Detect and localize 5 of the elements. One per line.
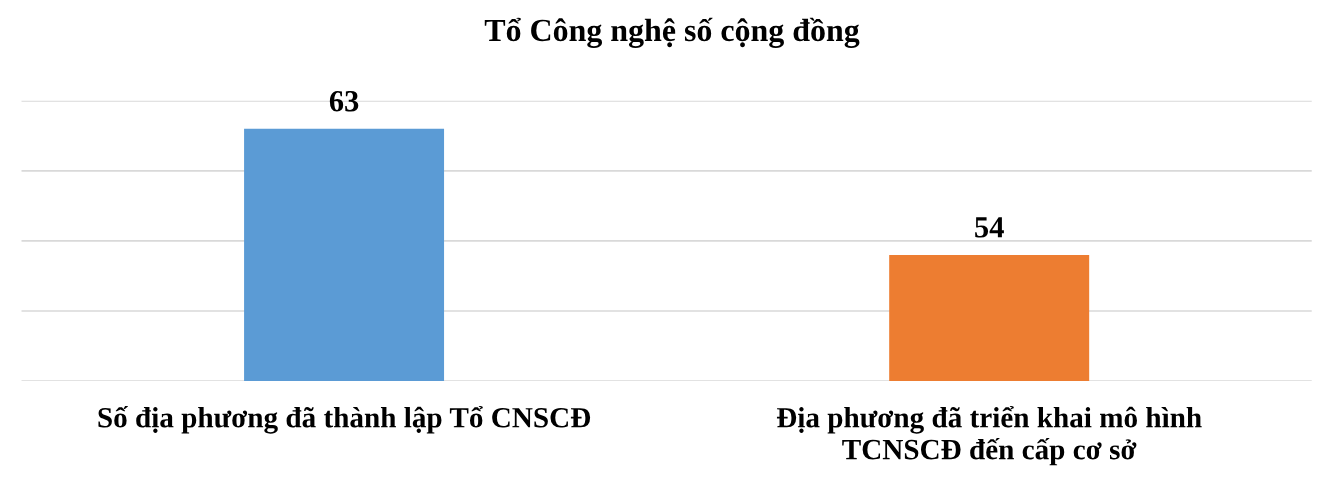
chart-title: Tổ Công nghệ số cộng đồng — [484, 17, 860, 48]
data-label: 63 — [329, 90, 359, 112]
data-label: 54 — [975, 217, 1004, 238]
x-tick-label: Số địa phương đã thành lập Tổ CNSCĐ — [98, 406, 591, 434]
x-tick-label: Địa phương đã triển khai mô hình TCNSCĐ đến cấp cơ sở — [776, 406, 1202, 466]
